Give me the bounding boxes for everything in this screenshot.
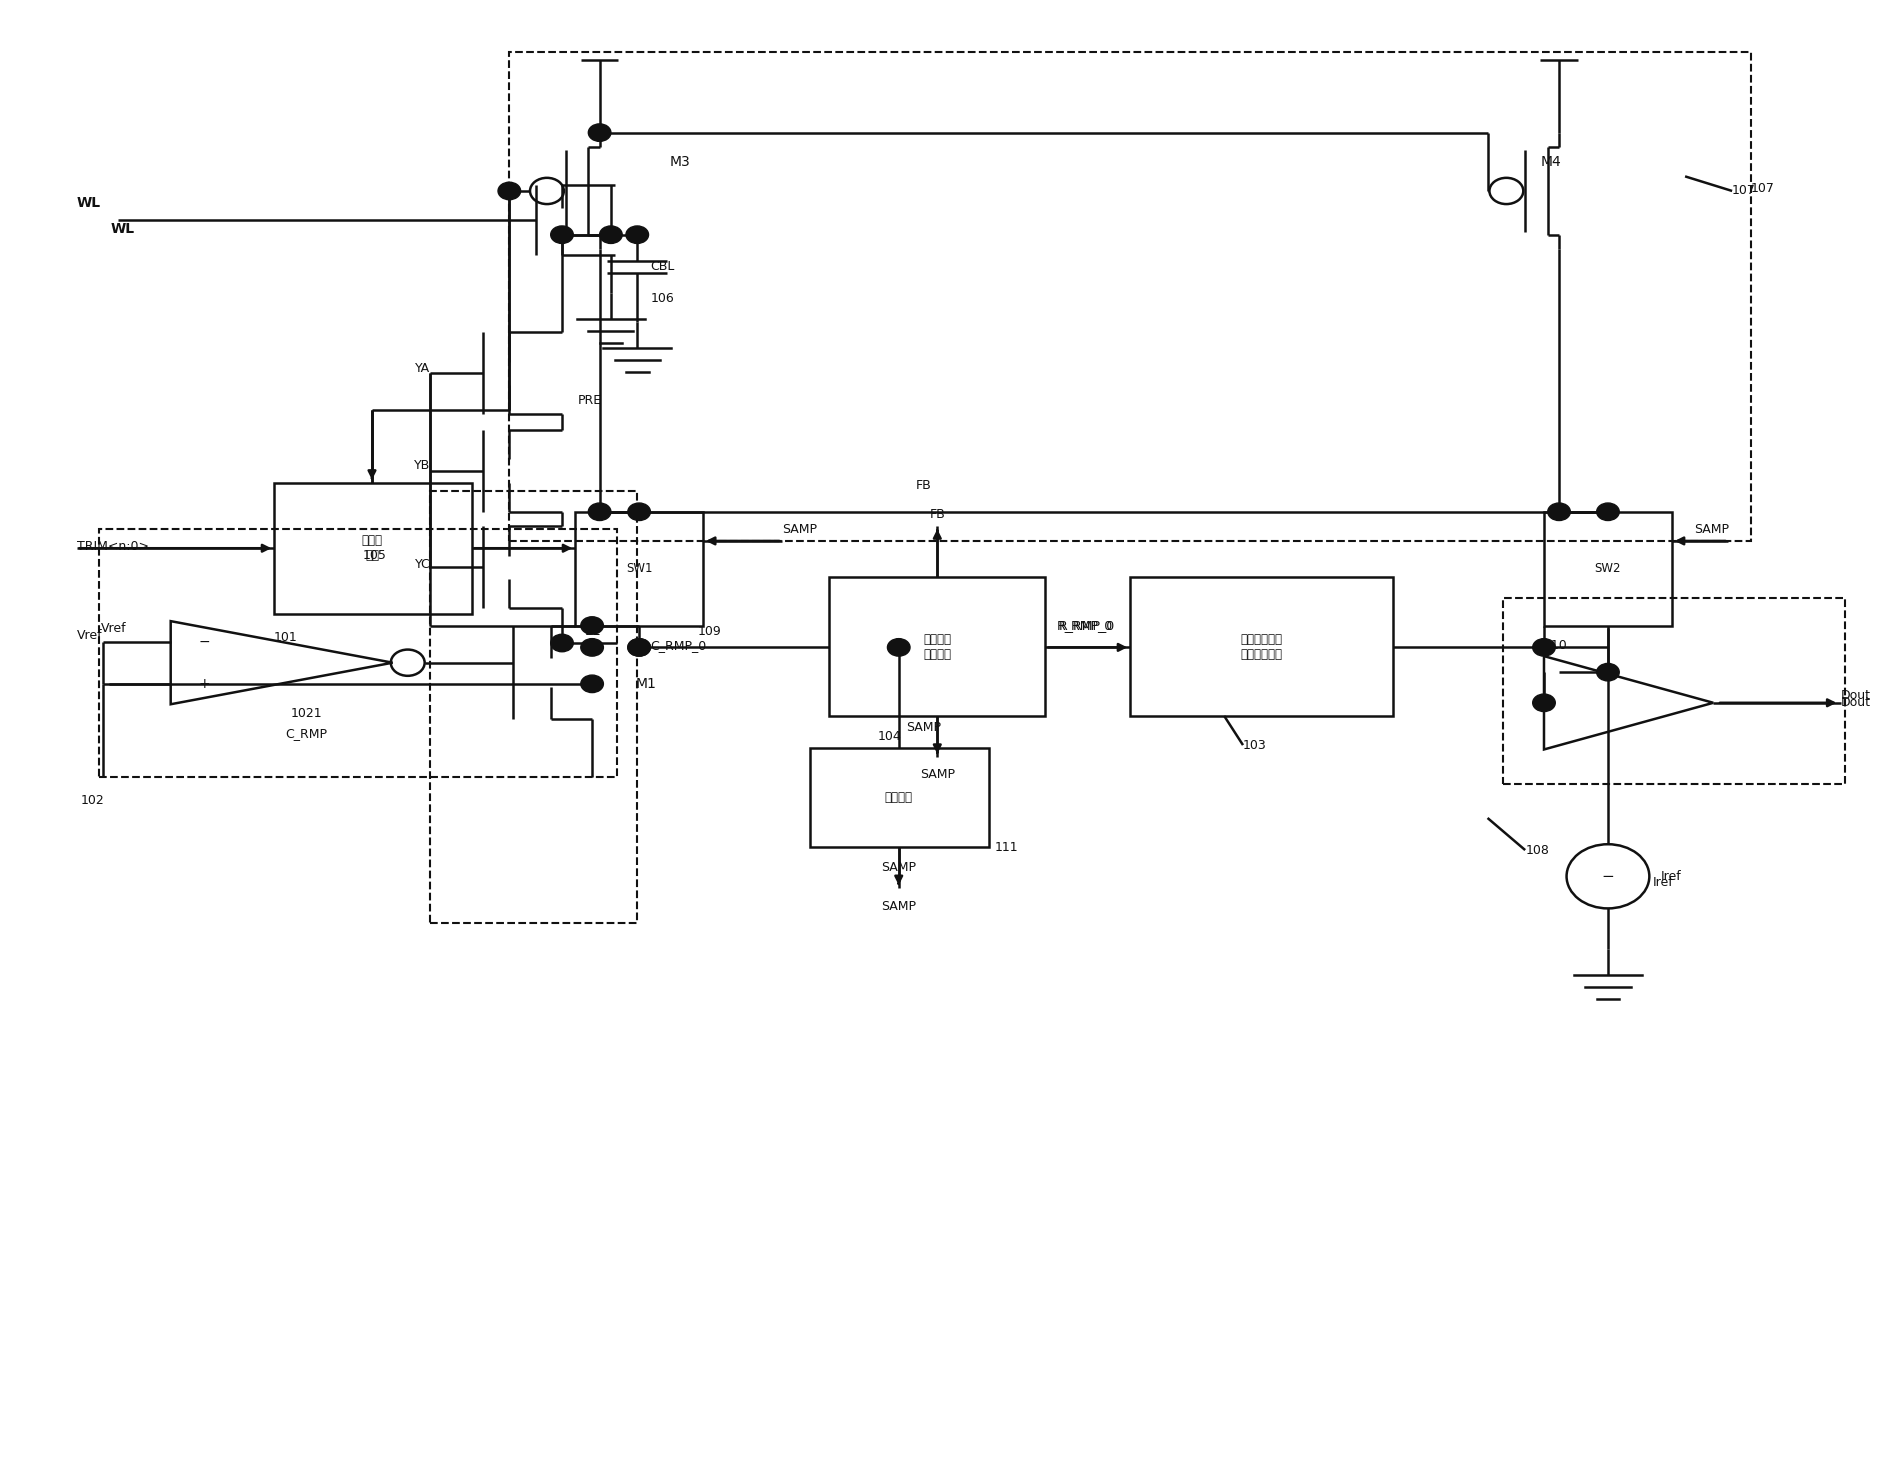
Text: SAMP: SAMP <box>1694 523 1730 536</box>
Text: Dout: Dout <box>1841 690 1871 701</box>
Text: SW2: SW2 <box>1594 562 1622 576</box>
Bar <box>430 491 637 923</box>
Circle shape <box>588 124 610 142</box>
Text: 预充电
模块: 预充电 模块 <box>362 535 382 562</box>
Text: 1021: 1021 <box>290 707 322 719</box>
Circle shape <box>1596 503 1618 520</box>
Text: TRIM<n:0>: TRIM<n:0> <box>77 541 149 554</box>
Text: SAMP: SAMP <box>882 900 916 913</box>
Text: 104: 104 <box>878 730 902 742</box>
Text: 105: 105 <box>364 549 386 562</box>
Text: C_RMP_0: C_RMP_0 <box>650 640 706 653</box>
Text: FB: FB <box>916 479 931 492</box>
Text: YC: YC <box>414 558 430 571</box>
Circle shape <box>588 503 610 520</box>
Circle shape <box>580 617 603 634</box>
Text: YA: YA <box>414 362 430 375</box>
Circle shape <box>497 183 520 200</box>
Text: 基准电容充电
电压产生电路: 基准电容充电 电压产生电路 <box>1242 634 1283 662</box>
Circle shape <box>1596 663 1618 681</box>
Circle shape <box>1534 694 1556 712</box>
Text: Vref: Vref <box>77 630 102 643</box>
Text: Iref: Iref <box>1660 869 1681 882</box>
Circle shape <box>599 226 622 244</box>
Circle shape <box>625 226 648 244</box>
Text: SW1: SW1 <box>625 562 652 576</box>
Circle shape <box>627 638 650 656</box>
Text: M3: M3 <box>669 155 690 169</box>
Text: YB: YB <box>414 459 430 472</box>
Text: WL: WL <box>77 196 100 209</box>
Text: 102: 102 <box>81 793 104 806</box>
Circle shape <box>887 638 910 656</box>
Circle shape <box>627 638 650 656</box>
Text: −: − <box>1601 869 1615 884</box>
Bar <box>575 511 703 625</box>
Circle shape <box>1534 638 1556 656</box>
Text: WL: WL <box>111 222 134 235</box>
Text: C_RMP: C_RMP <box>284 728 328 739</box>
Circle shape <box>550 634 573 652</box>
Text: SAMP: SAMP <box>906 722 940 733</box>
Circle shape <box>1549 503 1571 520</box>
Text: R_RMP_0: R_RMP_0 <box>1057 619 1113 633</box>
Text: CBL: CBL <box>650 260 674 273</box>
Bar <box>275 482 471 614</box>
Bar <box>509 53 1750 541</box>
Text: 107: 107 <box>1731 184 1756 197</box>
Text: 111: 111 <box>995 840 1017 853</box>
Text: 放电模块: 放电模块 <box>885 790 912 804</box>
Bar <box>1130 577 1394 716</box>
Text: 110: 110 <box>1545 640 1567 653</box>
Text: 位线电容
检测电路: 位线电容 检测电路 <box>923 634 951 662</box>
Bar <box>1545 511 1671 625</box>
Text: R_RMP_0: R_RMP_0 <box>1059 619 1115 633</box>
Circle shape <box>580 675 603 693</box>
Text: Vref: Vref <box>102 622 126 636</box>
Text: 109: 109 <box>697 625 722 638</box>
Circle shape <box>550 226 573 244</box>
Bar <box>1503 598 1844 785</box>
Text: 103: 103 <box>1243 739 1266 751</box>
Bar <box>810 748 989 847</box>
Text: PRE: PRE <box>578 394 603 408</box>
Bar <box>100 529 616 777</box>
Text: −: − <box>198 634 211 649</box>
Bar <box>829 577 1046 716</box>
Text: BL: BL <box>584 625 601 638</box>
Text: M1: M1 <box>635 676 656 691</box>
Text: Iref: Iref <box>1652 875 1673 888</box>
Text: M4: M4 <box>1541 155 1562 169</box>
Text: SAMP: SAMP <box>782 523 818 536</box>
Circle shape <box>580 638 603 656</box>
Text: SAMP: SAMP <box>919 768 955 782</box>
Text: SAMP: SAMP <box>882 861 916 874</box>
Text: 101: 101 <box>275 631 298 644</box>
Text: 108: 108 <box>1526 843 1549 856</box>
Circle shape <box>627 503 650 520</box>
Text: FB: FB <box>929 508 946 522</box>
Text: +: + <box>198 676 211 691</box>
Text: 106: 106 <box>650 292 674 305</box>
Text: 107: 107 <box>1750 181 1775 194</box>
Text: Dout: Dout <box>1841 697 1871 709</box>
